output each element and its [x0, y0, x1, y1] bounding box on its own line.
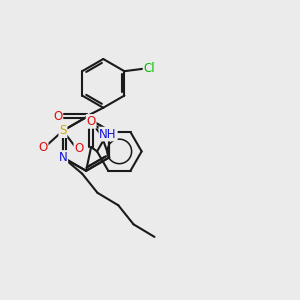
Text: S: S — [59, 124, 67, 137]
Text: N: N — [58, 151, 67, 164]
Text: O: O — [86, 115, 96, 128]
Text: O: O — [53, 110, 62, 123]
Text: NH: NH — [99, 128, 117, 141]
Text: O: O — [38, 140, 48, 154]
Text: Cl: Cl — [143, 62, 155, 75]
Text: O: O — [74, 142, 84, 155]
